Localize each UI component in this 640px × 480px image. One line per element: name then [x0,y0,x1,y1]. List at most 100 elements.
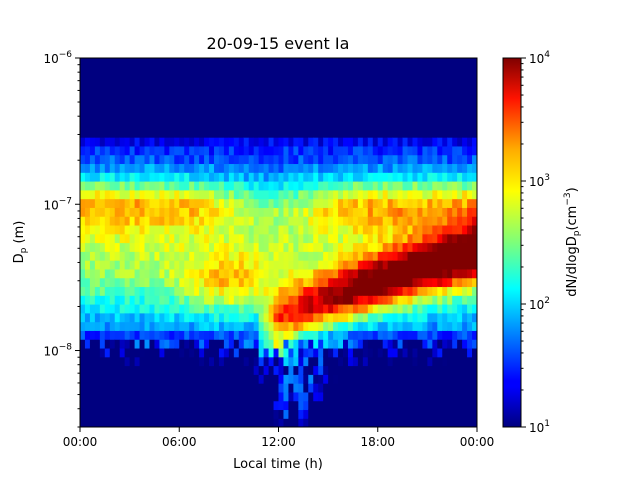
heatmap-cell [238,101,245,112]
heatmap-cell [199,391,205,402]
heatmap-cell [392,216,399,226]
heatmap-cell [204,312,210,323]
heatmap-cell [243,286,250,296]
heatmap-cell [357,400,364,411]
heatmap-cell [258,286,265,296]
heatmap-cell [367,374,374,384]
heatmap-cell [99,58,106,68]
heatmap-cell [407,312,414,323]
heatmap-cell [184,251,190,261]
heatmap-cell [367,330,374,340]
heatmap-cell [387,110,394,121]
heatmap-cell [318,172,324,182]
heatmap-cell [308,145,314,156]
heatmap-cell [194,207,200,217]
heatmap-cell [288,154,294,165]
heatmap-cell [338,400,344,411]
heatmap-cell [328,66,334,77]
heatmap-cell [213,198,220,208]
heatmap-cell [347,58,354,68]
heatmap-cell [204,321,210,331]
heatmap-cell [467,400,473,411]
heatmap-cell [169,312,175,323]
heatmap-cell [442,101,448,112]
heatmap-cell [204,163,210,173]
heatmap-cell [154,233,160,244]
heatmap-cell [407,198,414,208]
heatmap-cell [343,304,349,314]
heatmap-cell [457,189,463,200]
heatmap-cell [129,356,136,367]
heatmap-cell [218,207,225,217]
heatmap-cell [457,260,463,270]
heatmap-cell [417,304,424,314]
heatmap-cell [467,277,473,288]
heatmap-cell [462,312,468,323]
heatmap-cell [412,163,419,173]
heatmap-cell [199,93,205,103]
heatmap-cell [233,101,240,112]
heatmap-cell [457,163,463,173]
heatmap-cell [407,400,414,411]
heatmap-cell [273,347,280,358]
heatmap-cell [412,260,419,270]
heatmap-cell [447,418,453,427]
heatmap-cell [412,75,419,85]
heatmap-cell [462,93,468,103]
heatmap-cell [437,418,443,427]
heatmap-cell [427,347,433,358]
heatmap-cell [144,418,151,427]
heatmap-cell [189,128,195,138]
heatmap-cell [447,268,453,279]
heatmap-cell [402,418,409,427]
heatmap-cell [149,233,156,244]
heatmap-cell [109,216,116,226]
heatmap-cell [204,391,210,402]
heatmap-cell [402,128,409,138]
heatmap-cell [194,365,200,375]
heatmap-cell [124,198,131,208]
heatmap-cell [204,224,210,235]
heatmap-cell [427,374,433,384]
heatmap-cell [407,242,414,252]
heatmap-cell [457,172,463,182]
heatmap-cell [412,242,419,252]
heatmap-cell [293,312,299,323]
heatmap-cell [119,295,126,305]
heatmap-cell [442,75,448,85]
heatmap-cell [144,277,151,288]
heatmap-cell [328,172,334,182]
heatmap-cell [238,93,245,103]
heatmap-cell [288,198,294,208]
heatmap-cell [159,312,165,323]
heatmap-cell [174,418,180,427]
heatmap-cell [402,260,409,270]
heatmap-cell [367,242,374,252]
heatmap-cell [228,145,235,156]
heatmap-cell [223,277,230,288]
heatmap-cell [159,321,165,331]
heatmap-cell [447,181,453,191]
heatmap-cell [253,286,260,296]
heatmap-cell [164,268,170,279]
heatmap-cell [233,409,240,419]
heatmap-cell [233,312,240,323]
heatmap-cell [213,277,220,288]
heatmap-cell [382,268,389,279]
heatmap-cell [318,260,324,270]
heatmap-cell [447,172,453,182]
heatmap-cell [238,304,245,314]
heatmap-cell [253,374,260,384]
heatmap-cell [213,260,220,270]
heatmap-cell [199,321,205,331]
heatmap-cell [303,400,309,411]
heatmap-cell [273,391,280,402]
heatmap-cell [417,224,424,235]
heatmap-cell [248,58,255,68]
heatmap-cell [377,418,384,427]
heatmap-cell [84,181,91,191]
heatmap-cell [179,101,185,112]
heatmap-cell [412,268,419,279]
heatmap-cell [417,154,424,165]
heatmap-cell [437,312,443,323]
